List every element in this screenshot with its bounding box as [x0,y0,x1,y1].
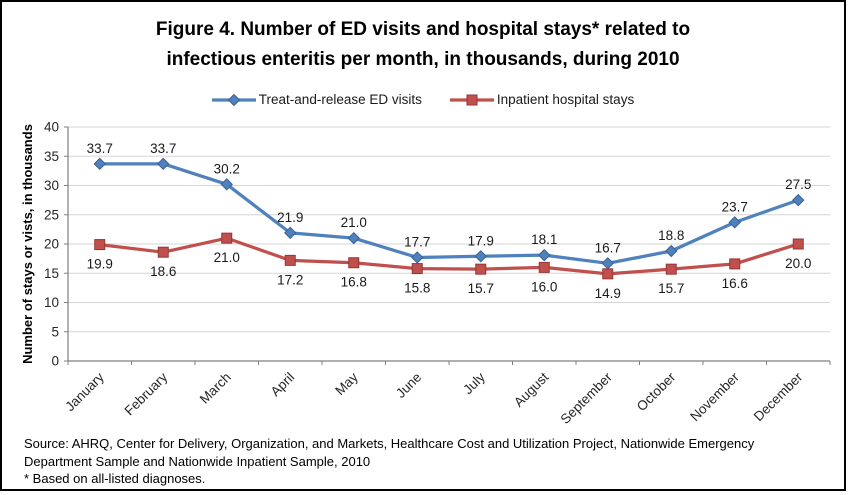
data-label: 27.5 [785,177,811,192]
y-tick-label: 10 [44,295,59,310]
data-point-diamond [474,250,487,263]
x-tick-label: March [197,370,234,407]
data-label: 33.7 [150,141,176,156]
data-label: 20.0 [785,256,811,271]
x-tick-label: December [751,369,806,424]
x-tick-label: April [268,370,298,400]
line-chart-canvas: 0 5 10 15 20 25 30 35 40 January February March Apri… [20,120,831,427]
series-line-1 [99,236,799,276]
data-label: 21.9 [277,210,303,225]
legend-label-ed-visits: Treat-and-release ED visits [258,92,422,107]
data-point-square [284,254,296,266]
x-tick-label: June [393,370,424,401]
chart-legend: Treat-and-release ED visits Inpatient ho… [2,92,844,107]
x-tick-label: October [634,369,679,414]
data-point-diamond [284,226,297,240]
data-label: 21.0 [341,215,367,230]
data-point-diamond [347,231,360,245]
x-tick-label: July [460,369,488,397]
data-point-square [221,232,233,244]
x-tick-label: February [122,369,171,418]
x-tick-label: January [62,369,107,414]
data-label: 33.7 [87,141,113,156]
data-point-square [729,258,741,270]
data-point-diamond [157,157,170,171]
data-label: 18.8 [658,228,684,243]
data-label: 19.9 [87,257,113,272]
data-point-square [538,261,550,273]
data-point-square [602,268,614,280]
x-tick-label: May [332,369,361,398]
footnote-text: * Based on all-listed diagnoses. [24,471,206,486]
legend-label-inpatient: Inpatient hospital stays [496,92,635,107]
y-tick-label: 35 [44,149,59,164]
data-label: 16.0 [531,279,557,294]
data-point-diamond [601,257,614,270]
data-point-diamond [220,178,233,191]
source-text-line1: Source: AHRQ, Center for Delivery, Organ… [24,436,755,451]
data-point-square [665,263,677,275]
data-point-diamond [93,157,106,171]
data-point-diamond [728,216,741,229]
figure-title-line1: Figure 4. Number of ED visits and hospit… [155,19,691,40]
red-line-square-icon [449,94,494,105]
data-point-square [792,238,804,250]
data-point-square [157,246,169,258]
data-point-square [475,263,487,275]
figure-title-line2: infectious enteritis per month, in thous… [166,49,680,70]
source-note: Source: AHRQ, Center for Delivery, Organ… [24,435,824,488]
source-text-line2: Department Sample and Nationwide Inpatie… [24,453,371,469]
data-point-diamond [665,244,678,258]
data-point-diamond [792,193,805,207]
data-label: 16.8 [341,275,367,290]
y-tick-label: 0 [51,354,59,369]
x-tick-label: November [687,369,742,424]
x-tick-label: August [511,369,552,410]
y-tick-label: 25 [44,207,59,222]
series-line-0 [99,162,799,265]
y-axis-title: Number of stays or vists, in thousands [20,124,35,364]
data-point-square [348,257,360,269]
y-tick-label: 40 [44,120,59,135]
data-label: 18.1 [531,232,557,247]
y-tick-label: 5 [51,324,59,339]
data-label: 30.2 [214,161,240,176]
x-tick-label: September [558,369,616,427]
data-label: 23.7 [722,199,748,214]
legend-item-ed-visits: Treat-and-release ED visits [211,92,422,107]
data-label: 15.7 [468,281,494,296]
data-label: 17.7 [404,234,430,249]
data-point-square [94,239,106,251]
data-label: 15.7 [658,281,684,296]
y-tick-label: 20 [44,237,59,252]
y-tick-label: 30 [44,178,59,193]
data-label: 21.0 [214,250,240,265]
data-point-square [411,263,423,275]
data-label: 16.7 [595,240,621,255]
data-label: 17.2 [277,272,303,287]
y-tick-label: 15 [44,266,59,281]
data-point-diamond [411,251,424,264]
figure-title: Figure 4. Number of ED visits and hospit… [2,15,844,75]
data-label: 17.9 [468,233,494,248]
data-point-diamond [538,248,551,262]
data-label: 14.9 [595,286,621,301]
data-label: 15.8 [404,281,430,296]
data-label: 18.6 [150,264,176,279]
blue-line-diamond-icon [211,93,256,106]
data-label: 16.6 [722,276,748,291]
legend-item-inpatient: Inpatient hospital stays [449,92,635,107]
